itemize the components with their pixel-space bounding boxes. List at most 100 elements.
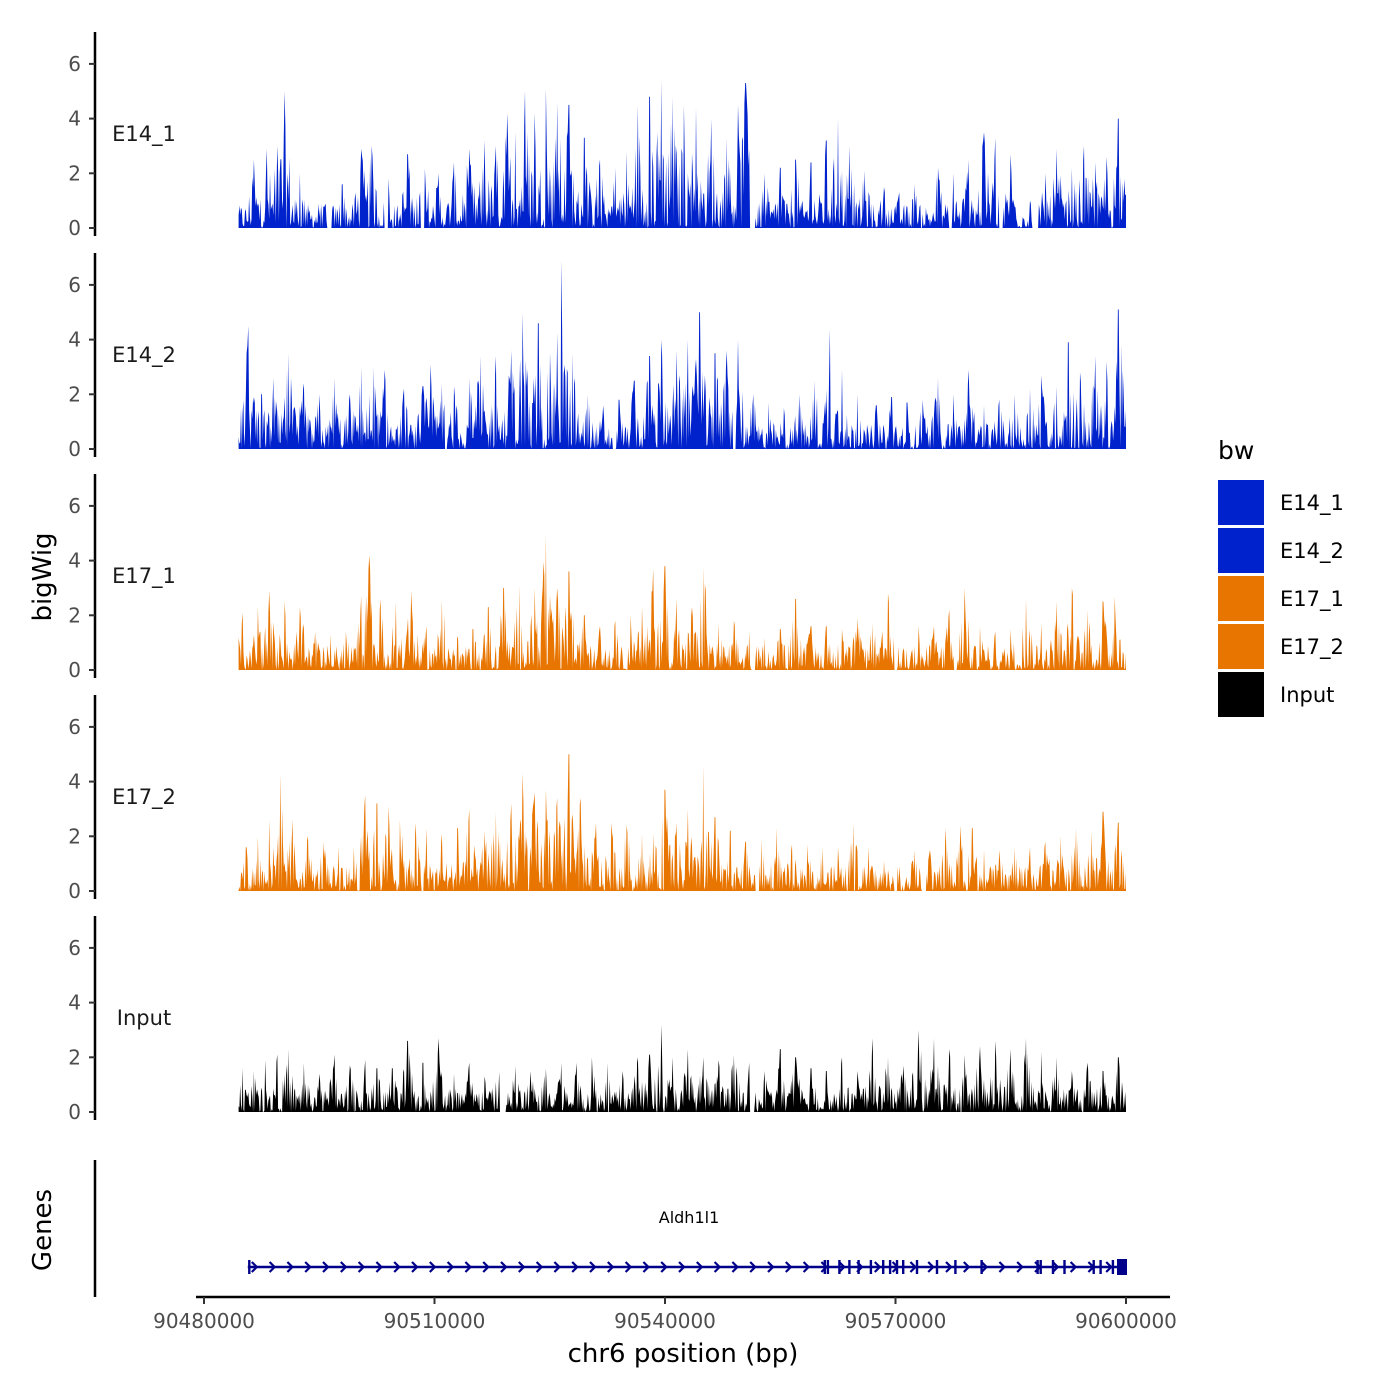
strand-arrow (731, 1261, 739, 1273)
strand-arrow (340, 1261, 348, 1273)
legend: bw E14_1 E14_2 E17_1 E17_2 Input (1218, 436, 1344, 719)
track-e14-1: 0 2 4 6 E14_1 (68, 32, 1127, 240)
track-e14-2: 0 2 4 6 E14_2 (68, 253, 1127, 461)
gene-aldh1l1: Aldh1l1 (247, 1208, 1127, 1275)
y-tick-label: 2 (68, 161, 81, 185)
exon (935, 1260, 939, 1274)
strand-arrow (838, 1261, 846, 1273)
exon (980, 1260, 983, 1274)
genes-panel-title: Genes (28, 1189, 58, 1271)
exon (1036, 1260, 1039, 1274)
track-input: 0 2 4 6 Input (68, 916, 1127, 1124)
y-tick-label: 0 (68, 1100, 81, 1124)
strand-arrow (607, 1261, 615, 1273)
x-axis-title: chr6 position (bp) (568, 1339, 799, 1369)
strand-arrow (304, 1261, 312, 1273)
strand-arrow (535, 1261, 544, 1273)
strand-arrow (500, 1261, 508, 1273)
y-tick-label: 6 (68, 494, 81, 518)
exon (838, 1260, 841, 1274)
strand-arrow (322, 1261, 330, 1273)
signal-area (238, 533, 1127, 670)
strand-arrow (624, 1261, 633, 1273)
strand-arrow (642, 1261, 650, 1273)
track-label: Input (117, 1006, 171, 1030)
exon-terminal (1117, 1259, 1127, 1275)
strand-arrow (1016, 1261, 1024, 1273)
strand-arrow (393, 1261, 401, 1273)
exon (1063, 1260, 1066, 1274)
strand-arrow (767, 1261, 775, 1273)
strand-arrow (357, 1261, 366, 1273)
legend-key (1218, 480, 1264, 526)
exon (895, 1260, 899, 1274)
strand-arrow (411, 1261, 419, 1273)
y-tick-label: 2 (68, 1045, 81, 1069)
strand-arrow (464, 1261, 472, 1273)
x-axis: 90480000 90510000 90540000 90570000 90600000 (153, 1295, 1177, 1333)
signal-area (238, 80, 1127, 228)
strand-arrow (286, 1261, 294, 1273)
signal-area (238, 260, 1127, 449)
track-e17-1: 0 2 4 6 E17_1 (68, 474, 1127, 682)
y-tick-label: 4 (68, 328, 81, 352)
strand-arrow (553, 1261, 561, 1273)
legend-label: E17_1 (1280, 587, 1344, 612)
y-tick-label: 2 (68, 382, 81, 406)
strand-arrow (1105, 1261, 1113, 1273)
legend-key (1218, 624, 1264, 670)
track-label: E14_2 (112, 343, 176, 368)
y-tick-label: 0 (68, 658, 81, 682)
gene-label: Aldh1l1 (659, 1208, 720, 1227)
y-tick-label: 6 (68, 715, 81, 739)
strand-arrow (785, 1261, 793, 1273)
strand-arrow (446, 1261, 455, 1273)
strand-arrow (749, 1261, 757, 1273)
strand-arrow (980, 1261, 989, 1273)
legend-title: bw (1218, 436, 1254, 465)
exon (869, 1260, 873, 1274)
exon (888, 1260, 892, 1274)
exon (1039, 1260, 1042, 1274)
exon (248, 1260, 251, 1274)
y-tick-label: 4 (68, 770, 81, 794)
exon (857, 1260, 860, 1274)
strand-arrow (375, 1261, 383, 1273)
legend-label: E14_1 (1280, 491, 1344, 516)
track-label: E17_2 (112, 785, 176, 810)
strand-arrow (802, 1261, 811, 1273)
strand-arrow (927, 1261, 935, 1273)
y-tick-label: 4 (68, 991, 81, 1015)
legend-key (1218, 672, 1264, 718)
x-tick-label: 90480000 (153, 1309, 255, 1333)
strand-arrow (909, 1261, 917, 1273)
strand-arrow (998, 1261, 1006, 1273)
x-tick-label: 90540000 (614, 1309, 716, 1333)
x-tick-label: 90510000 (384, 1309, 486, 1333)
strand-arrow (874, 1261, 882, 1273)
strand-arrow (251, 1261, 259, 1273)
strand-arrow (268, 1261, 277, 1273)
exon (1099, 1260, 1102, 1274)
strand-arrow (429, 1261, 437, 1273)
strand-arrow (963, 1261, 971, 1273)
y-axis-title: bigWig (28, 532, 58, 621)
track-label: E17_1 (112, 564, 176, 589)
exon (826, 1260, 830, 1274)
strand-arrow (696, 1261, 704, 1273)
signal-area (238, 1024, 1127, 1112)
y-tick-label: 2 (68, 603, 81, 627)
y-tick-label: 0 (68, 216, 81, 240)
legend-key (1218, 576, 1264, 622)
legend-label: E14_2 (1280, 539, 1344, 564)
y-tick-label: 6 (68, 52, 81, 76)
exon (915, 1260, 919, 1274)
y-tick-label: 0 (68, 437, 81, 461)
strand-arrow (589, 1261, 597, 1273)
exon (902, 1260, 905, 1274)
legend-label: Input (1280, 683, 1334, 707)
track-label: E14_1 (112, 122, 176, 147)
strand-arrow (660, 1261, 668, 1273)
exon (954, 1260, 957, 1274)
